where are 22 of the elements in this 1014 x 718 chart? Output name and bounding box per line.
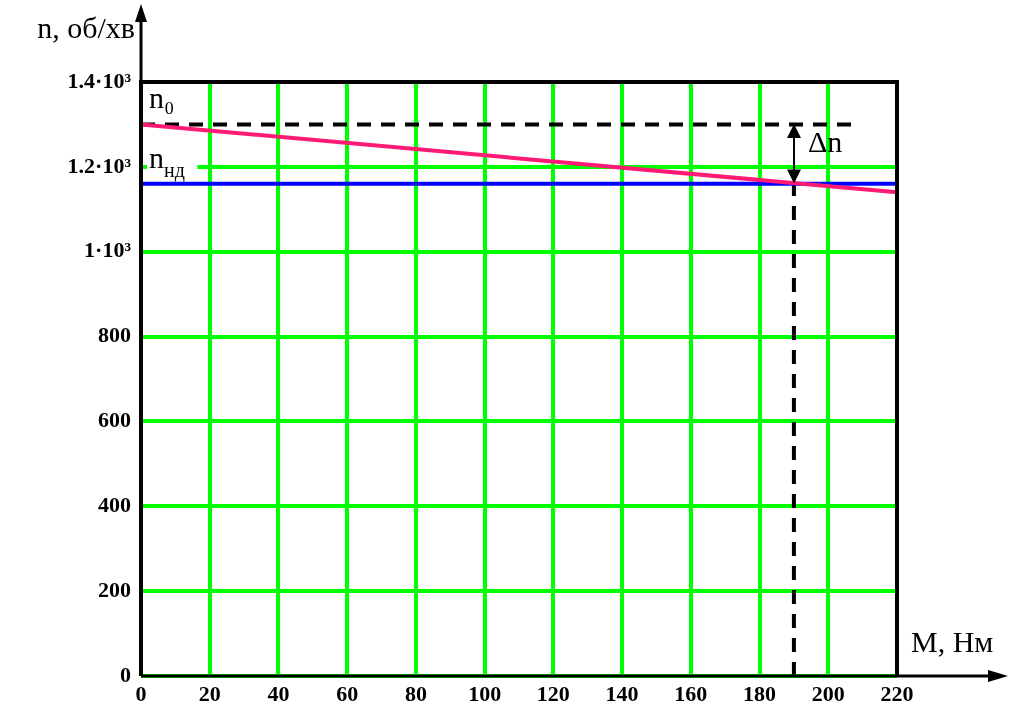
- y-tick-label: 0: [120, 661, 131, 687]
- x-tick-label: 60: [336, 680, 359, 706]
- x-tick-label: 80: [404, 680, 427, 706]
- y-tick-label: 1.2·10³: [67, 152, 132, 178]
- x-tick-label: 100: [468, 680, 502, 706]
- x-tick-label: 120: [536, 680, 570, 706]
- x-tick-label: 200: [811, 680, 845, 706]
- y-tick-label: 200: [98, 576, 131, 602]
- y-tick-label: 1.4·10³: [67, 67, 132, 93]
- series-label: n₀: [149, 81, 175, 115]
- x-tick-label: 220: [880, 680, 914, 706]
- y-tick-label: 1·10³: [84, 237, 132, 263]
- y-tick-label: 400: [98, 491, 131, 517]
- x-tick-label: 140: [605, 680, 639, 706]
- x-tick-label: 40: [267, 680, 290, 706]
- x-tick-label: 20: [198, 680, 221, 706]
- x-axis-title: M, Нм: [911, 625, 994, 658]
- x-tick-label: 180: [743, 680, 777, 706]
- y-tick-label: 800: [98, 322, 131, 348]
- y-axis-title: n, об/хв: [37, 11, 135, 44]
- y-tick-label: 600: [98, 407, 131, 433]
- x-tick-label: 160: [674, 680, 708, 706]
